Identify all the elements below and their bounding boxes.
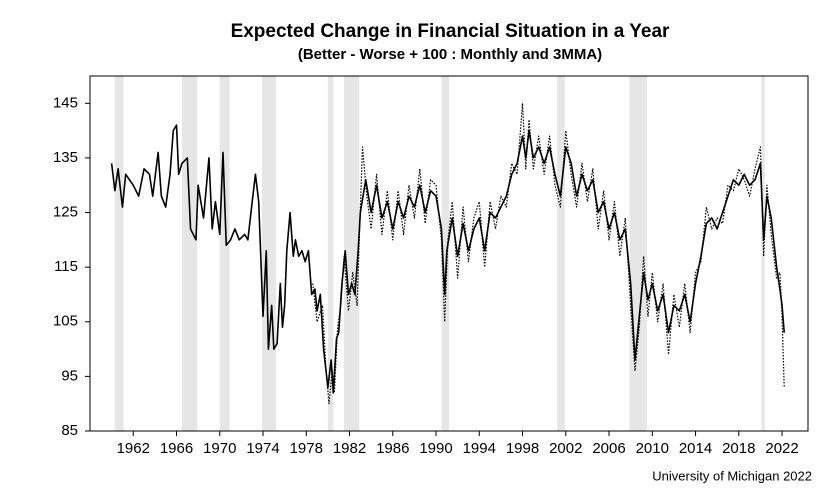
recession-band: [629, 76, 647, 431]
chart-subtitle: (Better - Worse + 100 : Monthly and 3MMA…: [298, 46, 602, 63]
x-tick-label: 1986: [376, 440, 409, 457]
recession-band: [557, 76, 565, 431]
x-tick-label: 1974: [246, 440, 279, 457]
source-note: University of Michigan 2022: [652, 468, 812, 483]
recession-band: [261, 76, 276, 431]
x-tick-label: 1994: [463, 440, 496, 457]
chart-title: Expected Change in Financial Situation i…: [231, 21, 670, 42]
y-tick-label: 145: [53, 94, 78, 111]
recession-band: [761, 76, 765, 431]
y-tick-label: 95: [61, 367, 78, 384]
recession-band: [327, 76, 334, 431]
y-tick-label: 135: [53, 149, 78, 166]
x-tick-label: 1970: [203, 440, 236, 457]
x-tick-label: 2002: [549, 440, 582, 457]
recession-band: [181, 76, 198, 431]
x-tick-label: 2022: [765, 440, 798, 457]
recession-band: [441, 76, 449, 431]
x-tick-label: 1990: [419, 440, 452, 457]
recession-band: [219, 76, 230, 431]
x-tick-label: 1978: [290, 440, 323, 457]
y-tick-label: 85: [61, 422, 78, 439]
x-tick-label: 1962: [117, 440, 150, 457]
x-tick-label: 1966: [160, 440, 193, 457]
y-tick-label: 115: [54, 258, 78, 275]
y-tick-label: 125: [53, 204, 78, 221]
x-tick-label: 2006: [592, 440, 625, 457]
x-tick-label: 2010: [636, 440, 669, 457]
average-line: [110, 124, 786, 394]
recession-band: [344, 76, 360, 431]
monthly-line: [312, 102, 785, 405]
recession-band: [114, 76, 124, 431]
x-tick-label: 2018: [722, 440, 755, 457]
plot-frame: [89, 75, 809, 432]
x-tick-label: 1982: [333, 440, 366, 457]
y-tick-label: 105: [53, 313, 78, 330]
x-tick-label: 1998: [506, 440, 539, 457]
x-tick-label: 2014: [679, 440, 712, 457]
